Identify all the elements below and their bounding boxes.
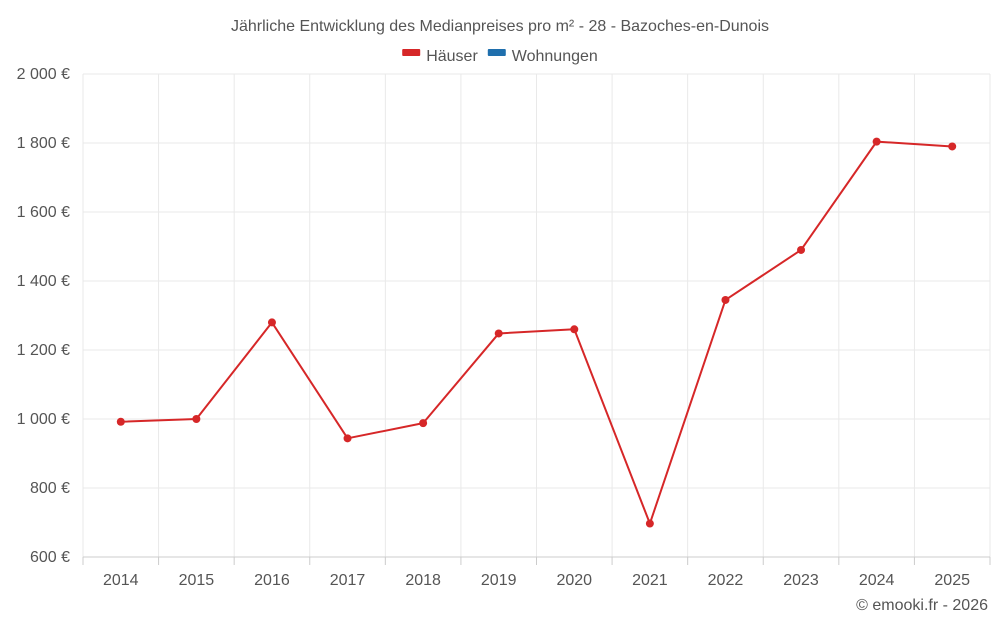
legend-swatch [402,49,420,56]
legend-item[interactable]: Häuser [402,48,478,65]
x-tick-label: 2015 [179,572,215,589]
y-tick-label: 600 € [30,549,70,566]
credit-text: © emooki.fr - 2026 [856,597,988,614]
x-tick-label: 2023 [783,572,819,589]
data-point[interactable] [419,419,427,427]
data-point[interactable] [646,520,654,528]
y-tick-label: 1 800 € [17,135,70,152]
legend-item[interactable]: Wohnungen [488,48,598,65]
y-tick-label: 1 600 € [17,204,70,221]
y-tick-label: 1 000 € [17,411,70,428]
grid [83,74,990,557]
data-point[interactable] [344,434,352,442]
data-point[interactable] [117,418,125,426]
x-tick-label: 2020 [556,572,592,589]
data-point[interactable] [495,329,503,337]
chart: Jährliche Entwicklung des Medianpreises … [0,0,1000,625]
data-point[interactable] [721,296,729,304]
chart-title: Jährliche Entwicklung des Medianpreises … [231,18,769,35]
x-tick-label: 2017 [330,572,366,589]
legend: Häuser Wohnungen [402,48,598,65]
legend-label: Wohnungen [512,48,598,65]
data-point[interactable] [948,142,956,150]
data-point[interactable] [797,246,805,254]
x-tick-label: 2018 [405,572,441,589]
data-point[interactable] [873,138,881,146]
legend-label: Häuser [426,48,478,65]
y-tick-label: 2 000 € [17,66,70,83]
x-tick-label: 2021 [632,572,668,589]
data-point[interactable] [570,325,578,333]
data-point[interactable] [268,318,276,326]
x-axis-ticks: 2014 2015 2016 2017 2018 2019 2020 2021 2022 2023… [83,557,990,589]
data-point[interactable] [192,415,200,423]
x-tick-label: 2024 [859,572,895,589]
x-tick-label: 2014 [103,572,139,589]
legend-swatch [488,49,506,56]
y-tick-label: 800 € [30,480,70,497]
y-axis-ticks: 600 € 800 € 1 000 € 1 200 € 1 400 € 1 600 € 1 … [17,66,70,566]
y-tick-label: 1 200 € [17,342,70,359]
x-tick-label: 2016 [254,572,290,589]
x-tick-label: 2019 [481,572,517,589]
x-tick-label: 2025 [934,572,970,589]
x-tick-label: 2022 [708,572,744,589]
y-tick-label: 1 400 € [17,273,70,290]
